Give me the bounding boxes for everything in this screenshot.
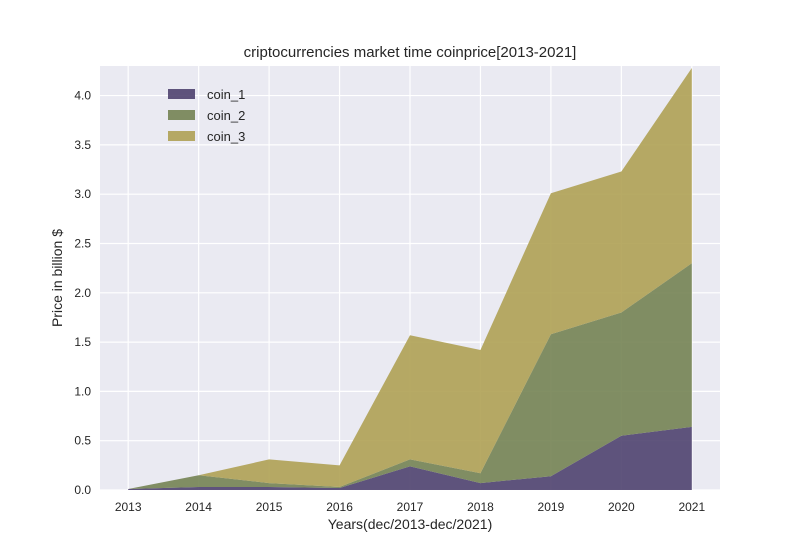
area-series (128, 67, 692, 490)
chart-title: criptocurrencies market time coinprice[2… (244, 44, 577, 61)
y-tick-label: 4.0 (74, 89, 91, 103)
legend-swatch (168, 131, 195, 141)
x-tick-label: 2020 (608, 500, 635, 514)
y-tick-label: 1.5 (74, 335, 91, 349)
x-tick-label: 2015 (256, 500, 283, 514)
y-tick-label: 2.0 (74, 286, 91, 300)
x-tick-label: 2017 (397, 500, 424, 514)
x-tick-label: 2019 (538, 500, 565, 514)
x-tick-label: 2021 (678, 500, 705, 514)
y-tick-label: 3.0 (74, 187, 91, 201)
y-tick-label: 1.0 (74, 384, 91, 398)
legend-label: coin_1 (207, 87, 245, 102)
y-tick-label: 2.5 (74, 236, 91, 250)
y-tick-label: 0.0 (74, 483, 91, 497)
y-tick-label: 0.5 (74, 434, 91, 448)
legend-swatch (168, 89, 195, 99)
x-tick-label: 2016 (326, 500, 353, 514)
legend-label: coin_3 (207, 129, 245, 144)
area-coin_3 (128, 67, 692, 490)
y-axis-title: Price in billion $ (49, 229, 65, 327)
y-tick-label: 3.5 (74, 138, 91, 152)
x-tick-label: 2014 (185, 500, 212, 514)
legend-label: coin_2 (207, 108, 245, 123)
legend-swatch (168, 110, 195, 120)
x-axis-title: Years(dec/2013-dec/2021) (328, 516, 493, 532)
legend: coin_1 coin_2 coin_3 (168, 87, 245, 144)
x-tick-label: 2013 (115, 500, 142, 514)
x-tick-label: 2018 (467, 500, 494, 514)
y-axis-ticks: 0.0 0.5 1.0 1.5 2.0 2.5 3.0 3.5 4.0 (74, 89, 91, 497)
area-coin_2 (128, 263, 692, 490)
x-axis-ticks: 2013 2014 2015 2016 2017 2018 2019 2020 2021 (115, 500, 706, 514)
area-coin_1 (128, 426, 692, 490)
